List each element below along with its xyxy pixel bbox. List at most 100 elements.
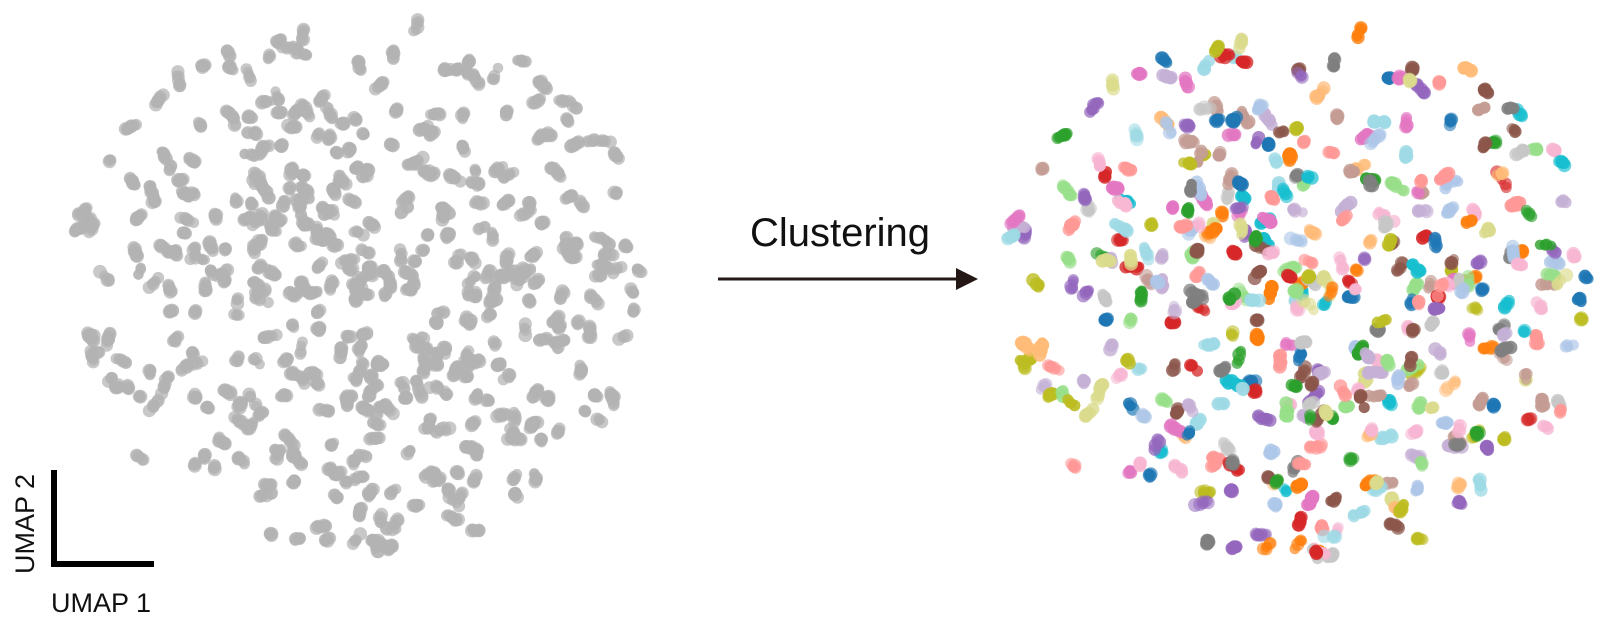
cell-cluster [1288,120,1305,137]
cell-point [302,286,315,300]
cell-cluster [618,238,634,254]
cell-point [379,400,393,413]
cell-point [508,487,521,500]
cell-cluster [171,172,190,188]
cell-cluster [274,137,289,154]
cell-point [1251,333,1264,346]
cell-cluster [329,145,344,160]
cell-point [221,44,234,57]
cell-point [574,366,588,379]
cell-cluster [161,245,181,259]
cell-point [202,401,214,412]
cell-cluster [1403,376,1420,393]
cell-point [1200,537,1214,550]
cell-point [469,289,482,303]
cell-point [162,370,175,384]
cell-point [326,183,338,194]
cell-point [367,219,379,231]
cell-point [287,369,299,381]
cell-cluster [285,474,302,490]
cell-cluster [499,104,514,122]
cell-point [450,255,465,270]
cell-point [337,116,351,131]
cell-cluster [167,330,185,348]
cell-point [247,126,261,140]
cell-point [1159,69,1174,84]
cell-point [247,277,258,288]
cell-cluster [294,336,308,360]
cell-point [1060,129,1071,141]
cell-cluster [171,65,187,93]
cell-point [1408,278,1422,292]
cell-cluster [286,318,300,333]
cell-cluster [1410,531,1429,546]
cell-point [1208,337,1220,349]
cell-point [164,163,176,176]
cell-cluster [564,135,586,154]
cell-point [1374,128,1387,141]
cell-point [230,354,244,368]
cell-point [1553,405,1565,417]
cell-point [563,238,574,249]
cell-point [178,227,191,240]
cell-point [1283,151,1296,164]
cell-cluster [439,227,454,245]
cell-point [502,247,516,261]
cell-cluster [262,263,282,282]
cell-cluster [406,498,426,513]
cell-point [1365,233,1378,247]
cell-cluster [418,357,445,373]
cell-point [1293,351,1305,364]
cell-cluster [254,94,277,110]
cell-point [1078,191,1091,205]
cell-point [237,454,250,468]
cell-cluster [1462,327,1476,348]
cell-point [627,286,640,299]
cell-cluster [1065,457,1082,474]
cell-point [527,248,540,261]
cell-cluster [551,422,566,440]
cell-cluster [497,368,517,386]
cell-cluster [310,320,327,338]
cell-cluster [362,215,382,234]
cell-cluster [127,241,144,263]
cell-point [247,416,259,428]
cell-point [374,360,386,372]
cell-point [593,415,605,426]
cell-point [512,272,527,287]
cell-point [156,88,170,102]
cell-point [363,370,378,384]
cell-point [313,378,324,390]
cell-cluster [222,59,239,76]
cell-point [332,491,344,504]
cell-point [296,372,309,384]
cell-cluster [384,483,402,501]
cell-point [573,194,587,208]
cell-point [255,210,268,222]
cell-point [399,265,412,277]
cell-point [1035,161,1049,175]
cell-point [310,131,324,144]
cell-point [355,470,368,483]
cell-cluster [631,263,648,279]
cell-point [273,33,287,48]
cell-point [444,169,456,180]
cell-cluster [1433,364,1450,380]
cell-cluster [351,339,368,359]
cell-cluster [1472,101,1491,117]
cell-point [181,214,192,226]
cell-cluster [624,282,640,299]
cell-cluster [1249,327,1265,347]
cell-point [400,446,415,461]
cell-cluster [464,415,482,433]
cell-point [324,128,336,140]
cell-point [607,185,622,200]
cell-point [355,339,368,351]
cell-point [439,342,453,356]
cell-point [472,523,486,538]
cell-cluster [1016,355,1032,376]
cell-point [572,135,586,149]
cell-cluster [1212,145,1227,162]
cell-cluster [1435,415,1455,431]
cell-point [518,328,533,343]
